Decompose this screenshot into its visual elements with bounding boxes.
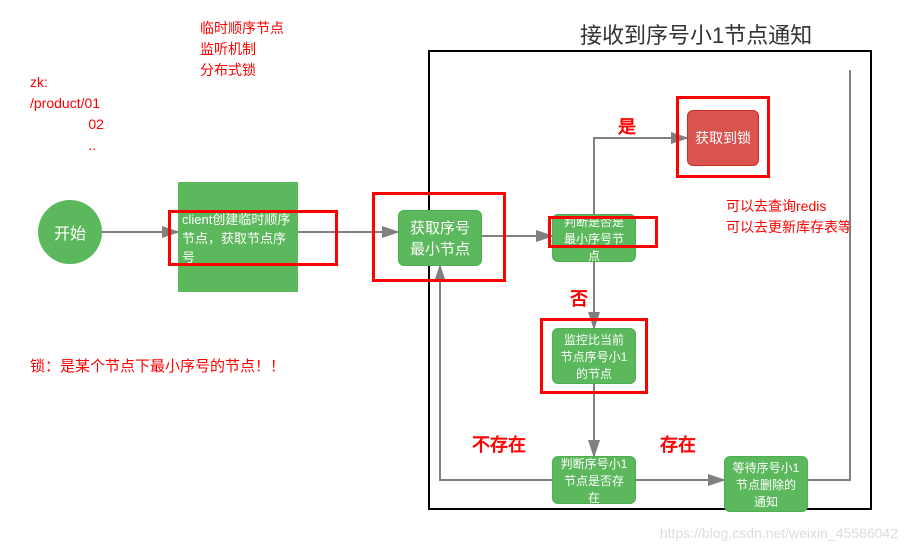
redbox-judge-min	[548, 216, 658, 248]
watermark: https://blog.csdn.net/weixin_45586042	[660, 525, 898, 541]
redbox-monitor-prev	[540, 318, 648, 394]
annotation-redis-note: 可以去查询redis 可以去更新库存表等	[726, 196, 852, 238]
label-not-exist: 不存在	[472, 432, 526, 459]
redbox-get-min	[372, 192, 506, 282]
node-judge-exist: 判断序号小1节点是否存在	[552, 456, 636, 504]
frame-title: 接收到序号小1节点通知	[580, 18, 812, 50]
node-start: 开始	[38, 200, 102, 264]
annotation-zk-path: zk: /product/01 02 ..	[30, 72, 104, 156]
label-exist: 存在	[660, 432, 696, 459]
redbox-client-create	[168, 210, 338, 266]
node-wait-delete: 等待序号小1节点删除的通知	[724, 456, 808, 512]
redbox-got-lock	[676, 96, 770, 178]
annotation-top-left: 临时顺序节点 监听机制 分布式锁	[200, 18, 284, 81]
node-start-label: 开始	[54, 220, 86, 244]
label-no: 否	[570, 286, 588, 313]
label-yes: 是	[618, 114, 636, 141]
annotation-lock-note: 锁：是某个节点下最小序号的节点！！	[30, 356, 285, 379]
